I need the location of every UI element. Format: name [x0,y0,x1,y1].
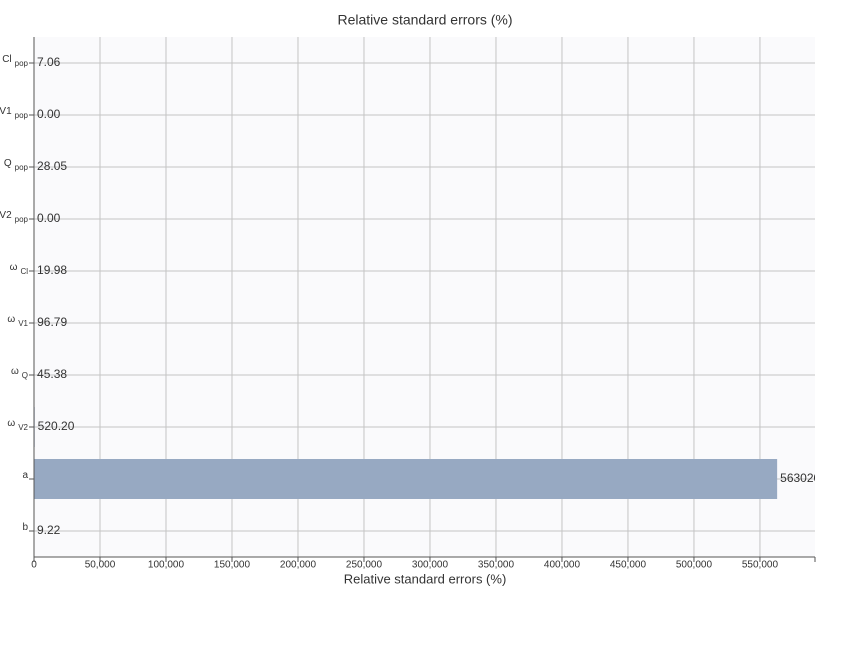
category-text: ω [7,418,15,429]
category-text: ω [10,262,18,273]
category-text: ω [7,314,15,325]
category-text: V2 [0,210,12,221]
x-tick-label: 500,000 [676,560,713,571]
category-text: ω [11,366,19,377]
x-tick-label: 0 [31,560,37,571]
category-sub: V2 [18,423,28,432]
category-text: b [22,522,28,533]
value-label: 563020 [780,471,820,485]
category-sub: pop [15,111,29,120]
value-label: 28.05 [37,159,67,173]
category-sub: Cl [20,267,28,276]
chart-title: Relative standard errors (%) [337,12,512,28]
value-label: 520.20 [38,419,75,433]
value-label: 19.98 [37,263,67,277]
category-text: a [22,470,28,481]
x-tick-label: 450,000 [610,560,647,571]
category-sub: pop [15,59,29,68]
category-sub: V1 [18,319,28,328]
value-label: 7.06 [37,55,61,69]
x-tick-label: 550,000 [742,560,779,571]
y-tick-label: b [22,522,28,533]
x-tick-label: 150,000 [214,560,251,571]
category-text: Cl [2,54,11,65]
category-sub: pop [15,215,29,224]
y-tick-label: a [22,470,28,481]
category-text: V1 [0,106,12,117]
x-tick-label: 400,000 [544,560,581,571]
x-tick-label: 50,000 [85,560,116,571]
x-tick-label: 350,000 [478,560,515,571]
bar [34,459,777,499]
value-label: 96.79 [37,315,67,329]
x-axis-title: Relative standard errors (%) [344,571,507,586]
category-text: Q [4,158,12,169]
category-sub: Q [22,371,28,380]
x-tick-label: 250,000 [346,560,383,571]
value-label: 0.00 [37,107,61,121]
x-tick-label: 100,000 [148,560,185,571]
value-label: 45.38 [37,367,67,381]
category-sub: pop [15,163,29,172]
x-tick-label: 300,000 [412,560,449,571]
value-label: 9.22 [37,523,61,537]
value-label: 0.00 [37,211,61,225]
x-tick-label: 200,000 [280,560,317,571]
